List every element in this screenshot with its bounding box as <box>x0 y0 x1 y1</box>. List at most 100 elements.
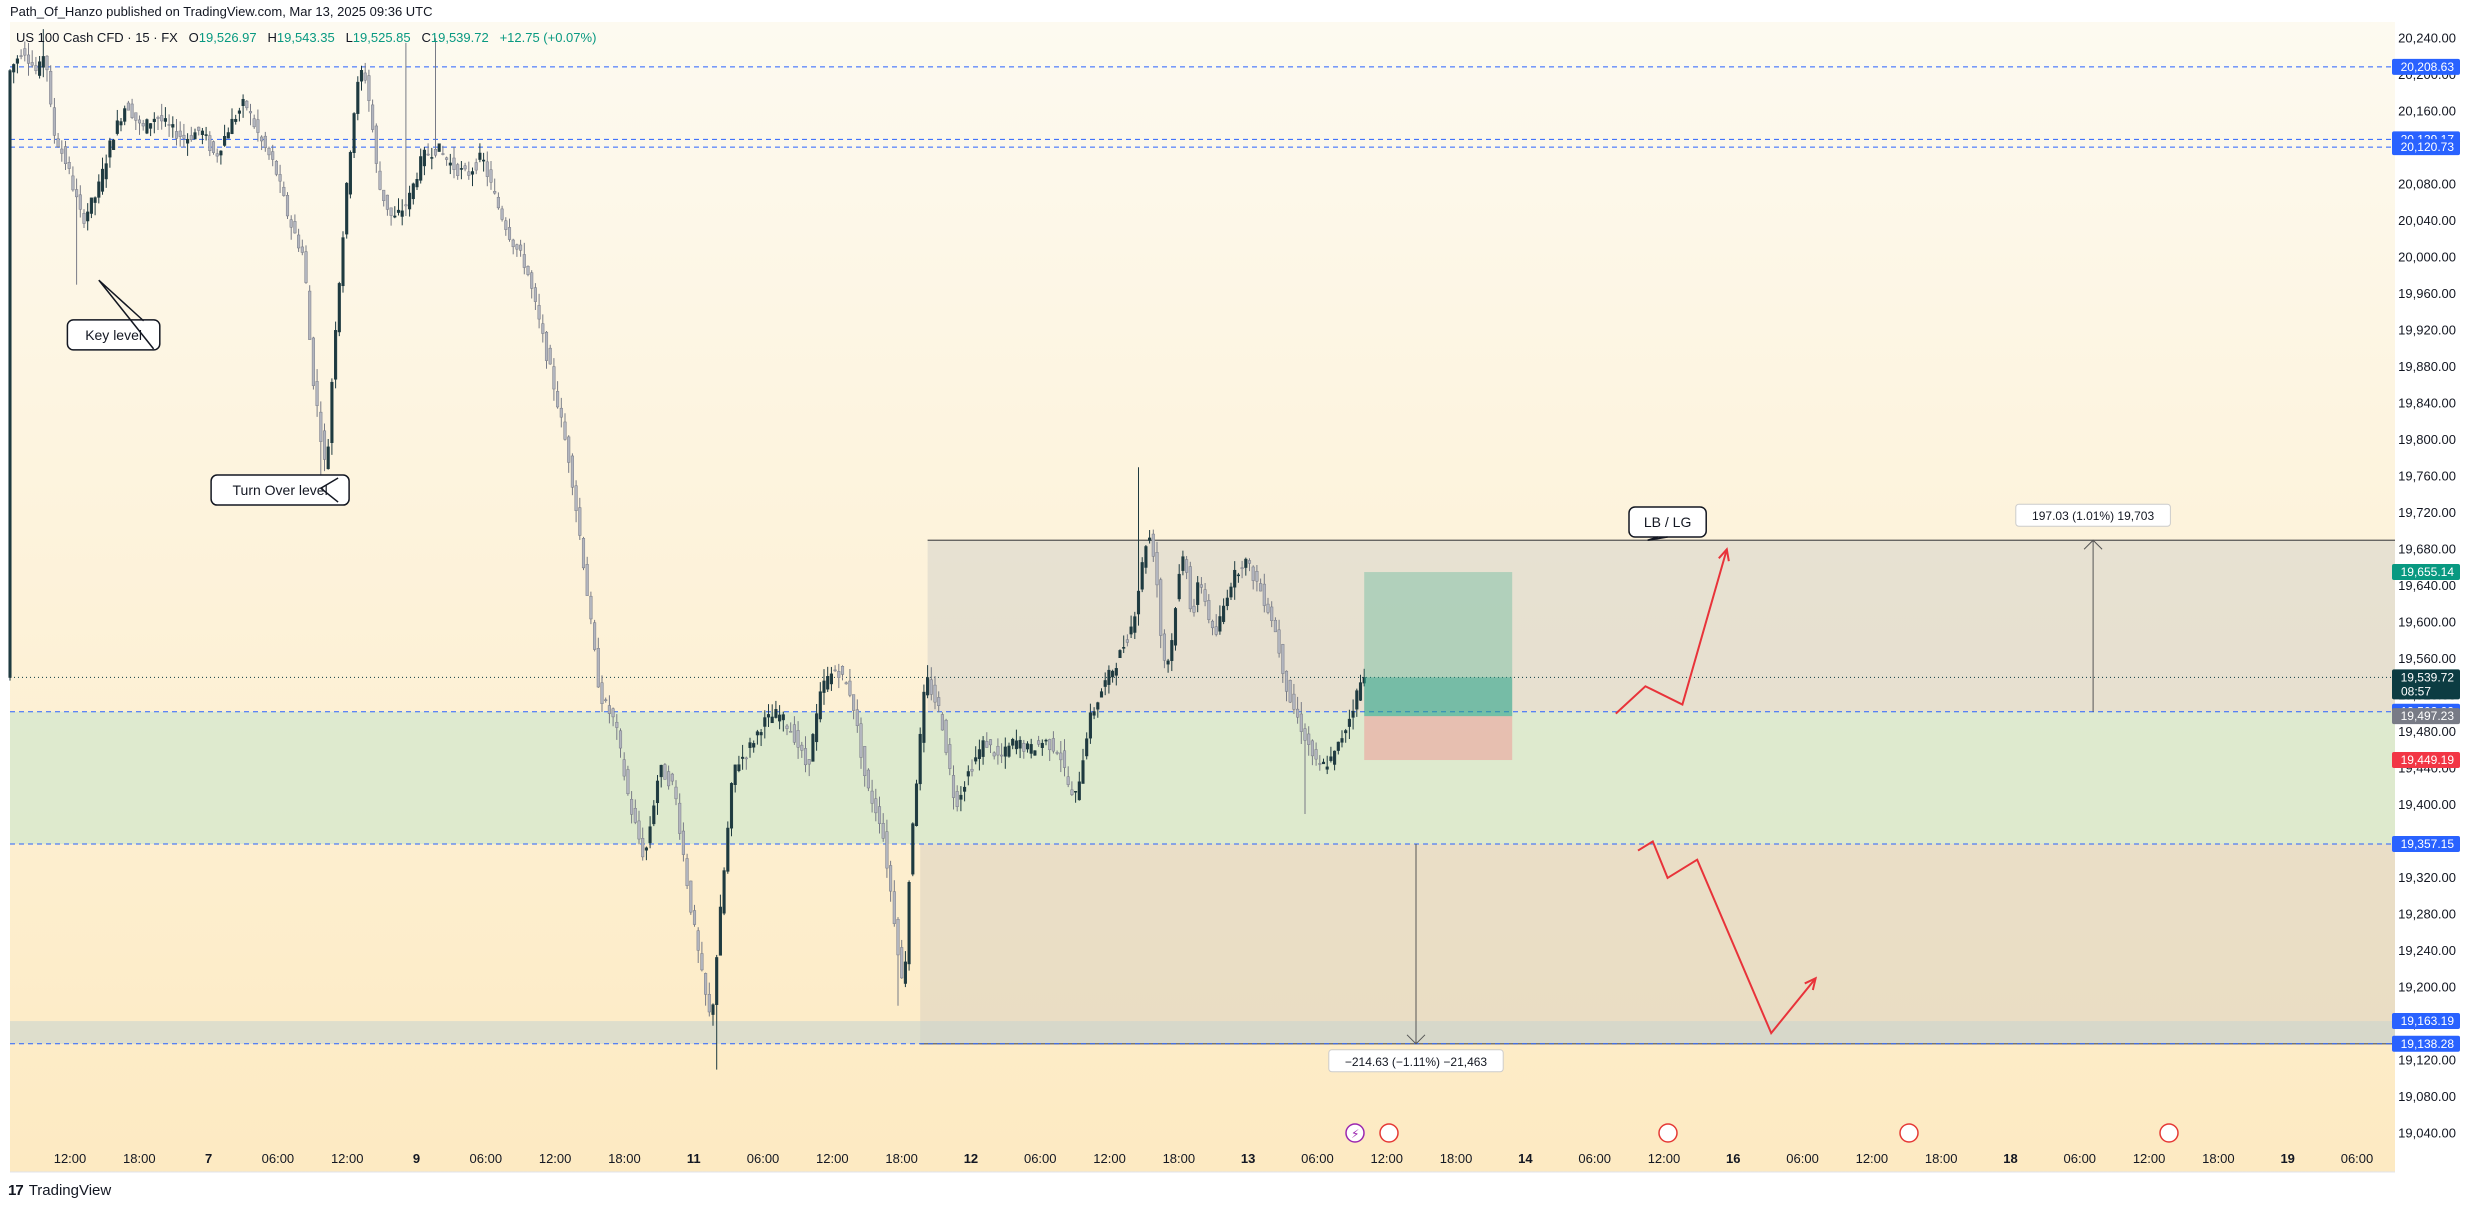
candle-body <box>907 882 911 965</box>
candle-body <box>1310 740 1314 757</box>
candle-body <box>770 716 774 724</box>
lightning-event-icon[interactable] <box>1345 1123 1365 1143</box>
price-axis-background <box>2398 0 2475 1180</box>
candle-body <box>674 786 678 800</box>
lb-lg-pointer <box>1647 536 1668 541</box>
candle-body <box>182 134 186 139</box>
candle-body <box>977 749 981 759</box>
candle-body <box>100 168 105 192</box>
time-axis-tick: 06:00 <box>2064 1151 2097 1166</box>
candle-body <box>352 113 356 153</box>
candle-body <box>419 156 423 181</box>
candle-body <box>489 169 493 183</box>
candle-body <box>1329 756 1333 761</box>
price-badge[interactable] <box>2392 1013 2460 1030</box>
zone-demand <box>10 711 2395 845</box>
candle-body <box>648 826 652 844</box>
footer-branding[interactable]: 17 TradingView <box>8 1182 111 1199</box>
candle-body <box>1170 640 1174 661</box>
price-badge-label: 19,138.28 <box>2401 1037 2455 1051</box>
candle-body <box>348 152 352 195</box>
candle-body <box>1148 537 1152 541</box>
long-position-target-zone[interactable] <box>1364 572 1513 717</box>
candle-body <box>829 673 833 685</box>
candle-body <box>23 48 27 56</box>
us-flag-event-icon[interactable] <box>1899 1123 1919 1143</box>
candle-body <box>130 103 134 118</box>
price-badge[interactable] <box>2392 58 2460 75</box>
candle-body <box>903 961 907 984</box>
candle-body <box>393 215 397 218</box>
candle-body <box>552 366 556 390</box>
candle-body <box>470 171 475 175</box>
projection-up-arrow[interactable] <box>1615 549 1728 715</box>
symbol-label[interactable]: US 100 Cash CFD · 15 · FX <box>16 30 178 45</box>
candle-body <box>1040 742 1044 748</box>
time-axis-tick: 12:00 <box>1370 1151 1403 1166</box>
close-label: C <box>421 30 431 45</box>
candle-body <box>992 752 996 757</box>
candle-body <box>15 58 19 64</box>
us-flag-event-icon[interactable] <box>2159 1123 2179 1143</box>
price-axis-tick: 20,040.00 <box>2398 213 2456 228</box>
candle-body <box>119 121 123 126</box>
candle-body <box>385 194 389 210</box>
price-badge[interactable] <box>2392 708 2460 725</box>
candle-body <box>163 118 167 122</box>
brand-name: TradingView <box>28 1182 112 1199</box>
candle-body <box>807 759 811 765</box>
callout-box[interactable] <box>210 474 350 506</box>
candle-body <box>844 682 848 685</box>
candle-body <box>937 697 941 706</box>
price-badge[interactable] <box>2392 669 2460 700</box>
candle-body <box>448 162 452 166</box>
candle-body <box>441 153 445 155</box>
candle-body <box>1159 579 1163 636</box>
time-axis-tick: 12:00 <box>1856 1151 1889 1166</box>
measure-arrowhead <box>1406 1034 1426 1045</box>
candle-body <box>1362 677 1366 684</box>
candle-body <box>93 197 97 203</box>
time-axis-tick: 06:00 <box>262 1151 295 1166</box>
candle-body <box>1155 552 1159 586</box>
price-badge[interactable] <box>2392 836 2460 853</box>
candle-body <box>526 265 530 275</box>
price-badge[interactable] <box>2392 1035 2460 1052</box>
candle-body <box>659 764 663 778</box>
candle-body <box>45 55 49 71</box>
candle-body <box>322 430 327 460</box>
candle-body <box>367 75 371 101</box>
candle-body <box>826 676 830 690</box>
candle-body <box>667 771 671 787</box>
price-badge[interactable] <box>2392 564 2460 581</box>
candle-body <box>86 211 90 222</box>
us-flag-event-icon[interactable] <box>1379 1123 1399 1143</box>
candle-body <box>252 118 256 128</box>
candle-body <box>1262 583 1266 606</box>
projection-up-arrowhead <box>1718 547 1730 562</box>
candle-body <box>234 118 238 122</box>
candle-body <box>759 732 763 736</box>
candle-body <box>707 994 711 1013</box>
projection-down-arrow[interactable] <box>1637 839 1817 1036</box>
candle-body <box>622 759 626 777</box>
measure-label: −214.63 (−1.11%) −21,463 <box>1345 1055 1488 1069</box>
candle-body <box>1025 743 1030 750</box>
price-axis-tick: 19,760.00 <box>2398 468 2456 483</box>
candle-body <box>559 407 563 418</box>
price-badge[interactable] <box>2392 139 2460 156</box>
candle-body <box>600 682 604 704</box>
price-axis-tick: 19,040.00 <box>2398 1125 2456 1140</box>
candle-body <box>877 806 882 824</box>
candle-body <box>104 163 108 180</box>
candle-body <box>722 870 726 914</box>
us-flag-event-icon[interactable] <box>1658 1123 1678 1143</box>
candle-body <box>1299 713 1303 732</box>
candle-body <box>167 124 171 126</box>
candle-body <box>515 244 519 250</box>
price-badge[interactable] <box>2392 752 2460 769</box>
candle-body <box>1162 633 1166 661</box>
candle-body <box>951 775 956 798</box>
long-position-stop-zone[interactable] <box>1364 716 1513 761</box>
